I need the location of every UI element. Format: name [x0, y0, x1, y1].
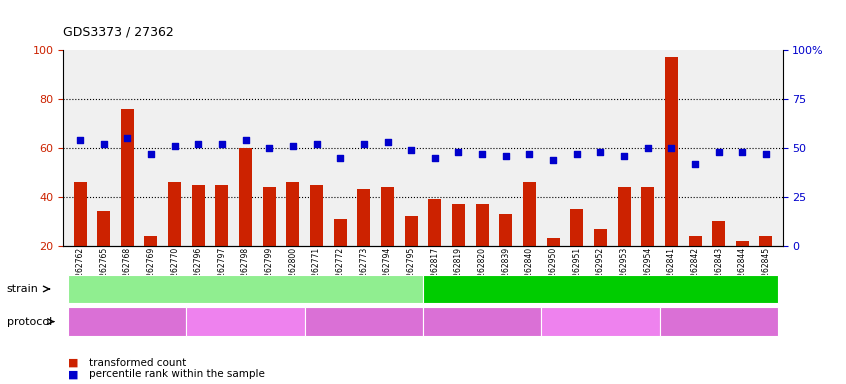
- Bar: [736, 241, 749, 295]
- Bar: [452, 204, 465, 295]
- Bar: [499, 214, 513, 295]
- Point: [97, 141, 111, 147]
- Bar: [523, 182, 536, 295]
- Bar: [547, 238, 559, 295]
- Bar: [192, 185, 205, 295]
- Text: iron-enriched: iron-enriched: [686, 316, 751, 327]
- Point: [168, 143, 181, 149]
- Text: iron-deficient: iron-deficient: [213, 316, 277, 327]
- Bar: [404, 217, 418, 295]
- Point: [641, 145, 655, 151]
- Text: iron-deficient: iron-deficient: [569, 316, 633, 327]
- Bar: [357, 189, 371, 295]
- Bar: [381, 187, 394, 295]
- Point: [428, 155, 442, 161]
- Point: [735, 149, 749, 155]
- Text: C57BL/6: C57BL/6: [222, 284, 269, 294]
- Bar: [712, 221, 725, 295]
- Text: transformed count: transformed count: [89, 358, 186, 368]
- Point: [689, 161, 702, 167]
- Point: [499, 152, 513, 159]
- Point: [452, 149, 465, 155]
- Point: [144, 151, 157, 157]
- Text: DBA/2: DBA/2: [583, 284, 618, 294]
- Bar: [475, 204, 489, 295]
- Point: [120, 135, 134, 141]
- Text: GDS3373 / 27362: GDS3373 / 27362: [63, 25, 174, 38]
- Bar: [310, 185, 323, 295]
- Bar: [760, 236, 772, 295]
- Point: [286, 143, 299, 149]
- Text: iron-balanced: iron-balanced: [448, 316, 515, 327]
- Text: percentile rank within the sample: percentile rank within the sample: [89, 369, 265, 379]
- Text: ■: ■: [68, 369, 78, 379]
- Bar: [594, 228, 607, 295]
- Bar: [239, 148, 252, 295]
- Bar: [121, 109, 134, 295]
- Point: [570, 151, 584, 157]
- Bar: [168, 182, 181, 295]
- Point: [475, 151, 489, 157]
- Point: [618, 152, 631, 159]
- Point: [191, 141, 205, 147]
- Text: iron-balanced: iron-balanced: [94, 316, 161, 327]
- Text: iron-enriched: iron-enriched: [332, 316, 396, 327]
- Point: [310, 141, 323, 147]
- Text: strain: strain: [7, 284, 39, 294]
- Text: protocol: protocol: [7, 316, 52, 327]
- Bar: [428, 199, 442, 295]
- Bar: [570, 209, 583, 295]
- Point: [333, 155, 347, 161]
- Text: ■: ■: [68, 358, 78, 368]
- Point: [239, 137, 252, 143]
- Point: [357, 141, 371, 147]
- Bar: [641, 187, 654, 295]
- Point: [594, 149, 607, 155]
- Bar: [145, 236, 157, 295]
- Point: [262, 145, 276, 151]
- Point: [381, 139, 394, 145]
- Point: [215, 141, 228, 147]
- Point: [712, 149, 726, 155]
- Bar: [74, 182, 86, 295]
- Bar: [689, 236, 701, 295]
- Bar: [333, 219, 347, 295]
- Point: [404, 147, 418, 153]
- Bar: [618, 187, 630, 295]
- Point: [74, 137, 87, 143]
- Bar: [287, 182, 299, 295]
- Point: [547, 157, 560, 163]
- Point: [759, 151, 772, 157]
- Bar: [97, 212, 110, 295]
- Point: [523, 151, 536, 157]
- Bar: [263, 187, 276, 295]
- Bar: [216, 185, 228, 295]
- Bar: [665, 57, 678, 295]
- Point: [665, 145, 678, 151]
